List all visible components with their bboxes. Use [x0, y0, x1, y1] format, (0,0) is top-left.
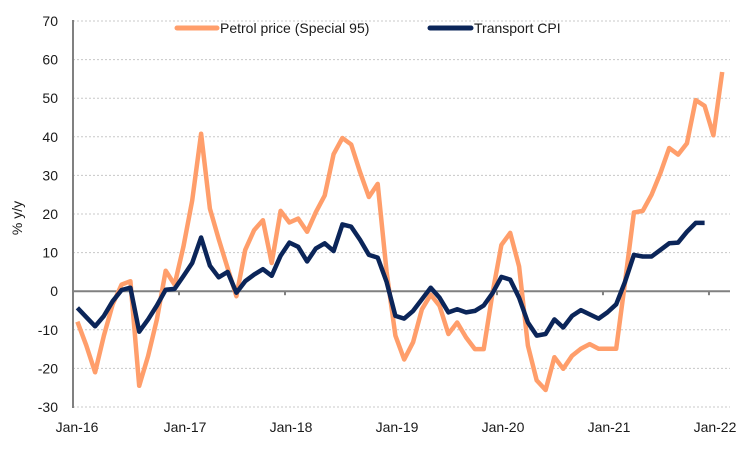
- series-line-petrol-price: [75, 71, 725, 393]
- x-tick-label: Jan-22: [694, 419, 737, 435]
- x-tick-label: Jan-17: [164, 419, 207, 435]
- y-tick-label: -10: [38, 322, 58, 338]
- y-axis-ticks: -30 -20 -10 0 10 20 30 40 50 60 70: [38, 13, 58, 415]
- series-lines: [75, 71, 725, 393]
- y-tick-label: 30: [42, 167, 58, 183]
- y-tick-label: 0: [50, 283, 58, 299]
- y-tick-label: 50: [42, 90, 58, 106]
- y-tick-label: 10: [42, 245, 58, 261]
- legend-label-petrol: Petrol price (Special 95): [220, 20, 369, 36]
- y-tick-label: -20: [38, 360, 58, 376]
- x-axis-ticks: Jan-16 Jan-17 Jan-18 Jan-19 Jan-20 Jan-21 Jan-…: [56, 291, 737, 435]
- x-tick-label: Jan-19: [376, 419, 419, 435]
- x-tick-label: Jan-21: [588, 419, 631, 435]
- legend: Petrol price (Special 95) Transport CPI: [174, 20, 561, 36]
- y-tick-label: 60: [42, 52, 58, 68]
- y-tick-label: -30: [38, 399, 58, 415]
- y-tick-label: 20: [42, 206, 58, 222]
- legend-label-transport: Transport CPI: [474, 20, 561, 36]
- series-line-transport-cpi: [75, 220, 705, 338]
- x-tick-label: Jan-16: [56, 419, 99, 435]
- y-tick-label: 40: [42, 129, 58, 145]
- x-tick-label: Jan-20: [482, 419, 525, 435]
- y-tick-label: 70: [42, 13, 58, 29]
- x-tick-label: Jan-18: [270, 419, 313, 435]
- y-axis-title: % y/y: [9, 201, 25, 235]
